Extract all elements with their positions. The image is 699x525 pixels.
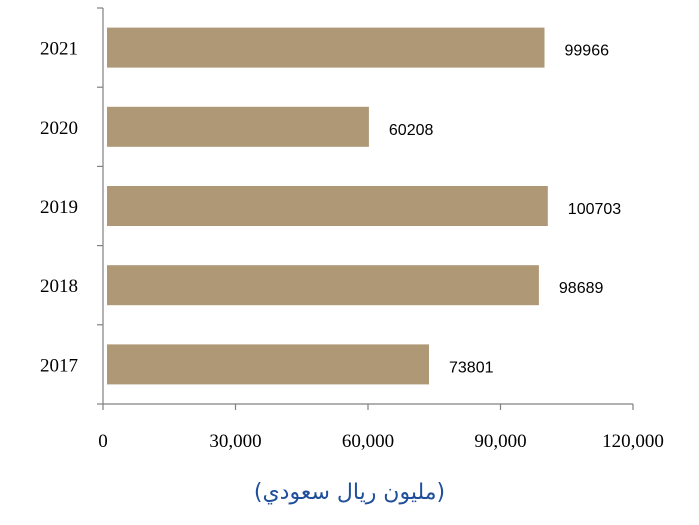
bar-2019 [107, 186, 548, 226]
bar-2020 [107, 106, 369, 147]
data-label-2017: 73801 [449, 359, 494, 376]
axes-group [97, 7, 634, 410]
category-label-2019: 2019 [40, 197, 78, 218]
x-tick-label: 30,000 [209, 431, 261, 452]
x-tick-label: 60,000 [342, 431, 394, 452]
bars-group [107, 27, 548, 385]
data-label-2020: 60208 [389, 122, 434, 139]
x-tick-label: 0 [98, 431, 108, 452]
category-label-2021: 2021 [40, 39, 78, 60]
labels-group: 2021 99966 2020 60208 2019 100703 2018 98689 201… [40, 39, 664, 452]
x-axis-unit-label: (مليون ريال سعودي) [253, 480, 446, 505]
category-label-2018: 2018 [40, 276, 78, 297]
category-label-2020: 2020 [40, 118, 78, 139]
x-tick-label: 90,000 [474, 431, 526, 452]
x-tick-label: 120,000 [602, 431, 664, 452]
bar-2021 [107, 27, 545, 68]
bar-2017 [107, 344, 429, 385]
category-label-2017: 2017 [40, 355, 78, 376]
bar-2018 [107, 265, 539, 306]
data-label-2018: 98689 [559, 280, 604, 297]
data-label-2019: 100703 [568, 201, 621, 218]
data-label-2021: 99966 [565, 43, 610, 60]
